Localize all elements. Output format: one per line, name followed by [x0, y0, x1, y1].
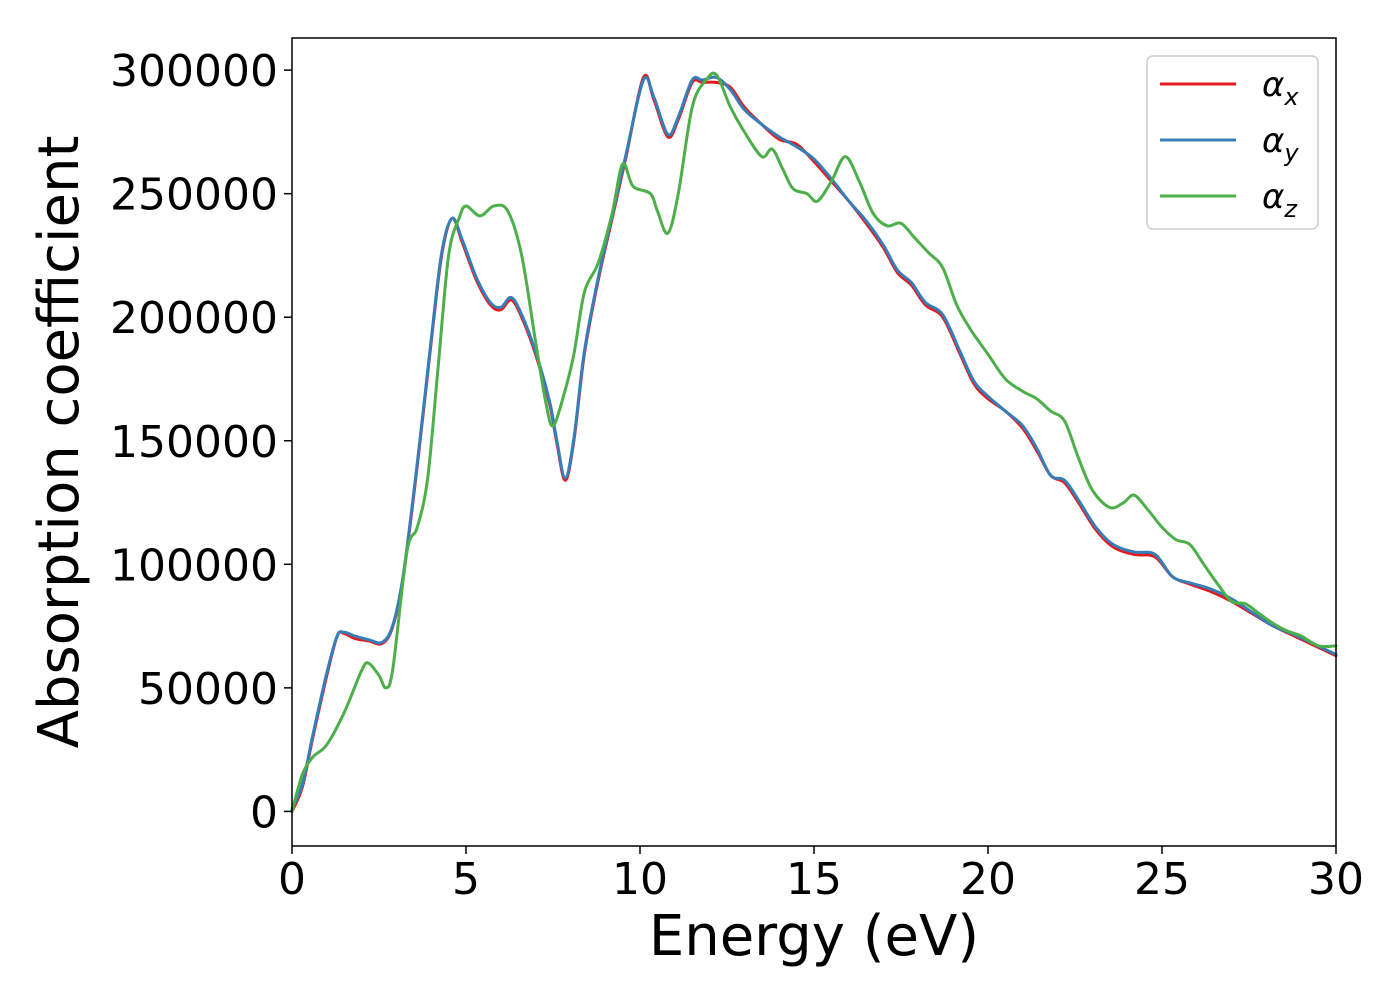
y-tick-label: 100000: [110, 540, 278, 591]
x-axis-label: Energy (eV): [649, 904, 979, 969]
x-tick-label: 20: [960, 854, 1016, 905]
x-tick-label: 5: [452, 854, 480, 905]
legend-label-alpha-x: αx: [1262, 65, 1299, 111]
legend-subscript: z: [1283, 195, 1298, 223]
legend-symbol: α: [1262, 121, 1284, 161]
legend-box: [1146, 55, 1319, 230]
y-axis-ticks: 0 50000 100000 150000 200000 250000 300000: [110, 46, 292, 838]
legend-label-alpha-y: αy: [1262, 121, 1299, 167]
legend-label-alpha-z: αz: [1262, 177, 1298, 223]
y-tick-label: 250000: [110, 170, 278, 221]
x-axis-ticks: 0 5 10 15 20 25 30: [278, 846, 1364, 905]
series-line-alpha-z: [290, 71, 1338, 813]
y-tick-label: 150000: [110, 417, 278, 468]
y-tick-label: 0: [250, 787, 278, 838]
series-layer: [290, 71, 1338, 813]
y-axis-label: Absorption coefficient: [27, 136, 92, 749]
y-tick-label: 50000: [138, 664, 278, 715]
x-tick-label: 0: [278, 854, 306, 905]
x-tick-label: 25: [1134, 854, 1190, 905]
legend-subscript: y: [1283, 139, 1299, 167]
x-tick-label: 10: [612, 854, 668, 905]
y-tick-label: 300000: [110, 46, 278, 97]
legend-symbol: α: [1262, 177, 1284, 217]
x-tick-label: 30: [1308, 854, 1364, 905]
legend-symbol: α: [1262, 65, 1284, 105]
y-tick-label: 200000: [110, 293, 278, 344]
x-tick-label: 15: [786, 854, 842, 905]
legend-subscript: x: [1283, 83, 1299, 111]
